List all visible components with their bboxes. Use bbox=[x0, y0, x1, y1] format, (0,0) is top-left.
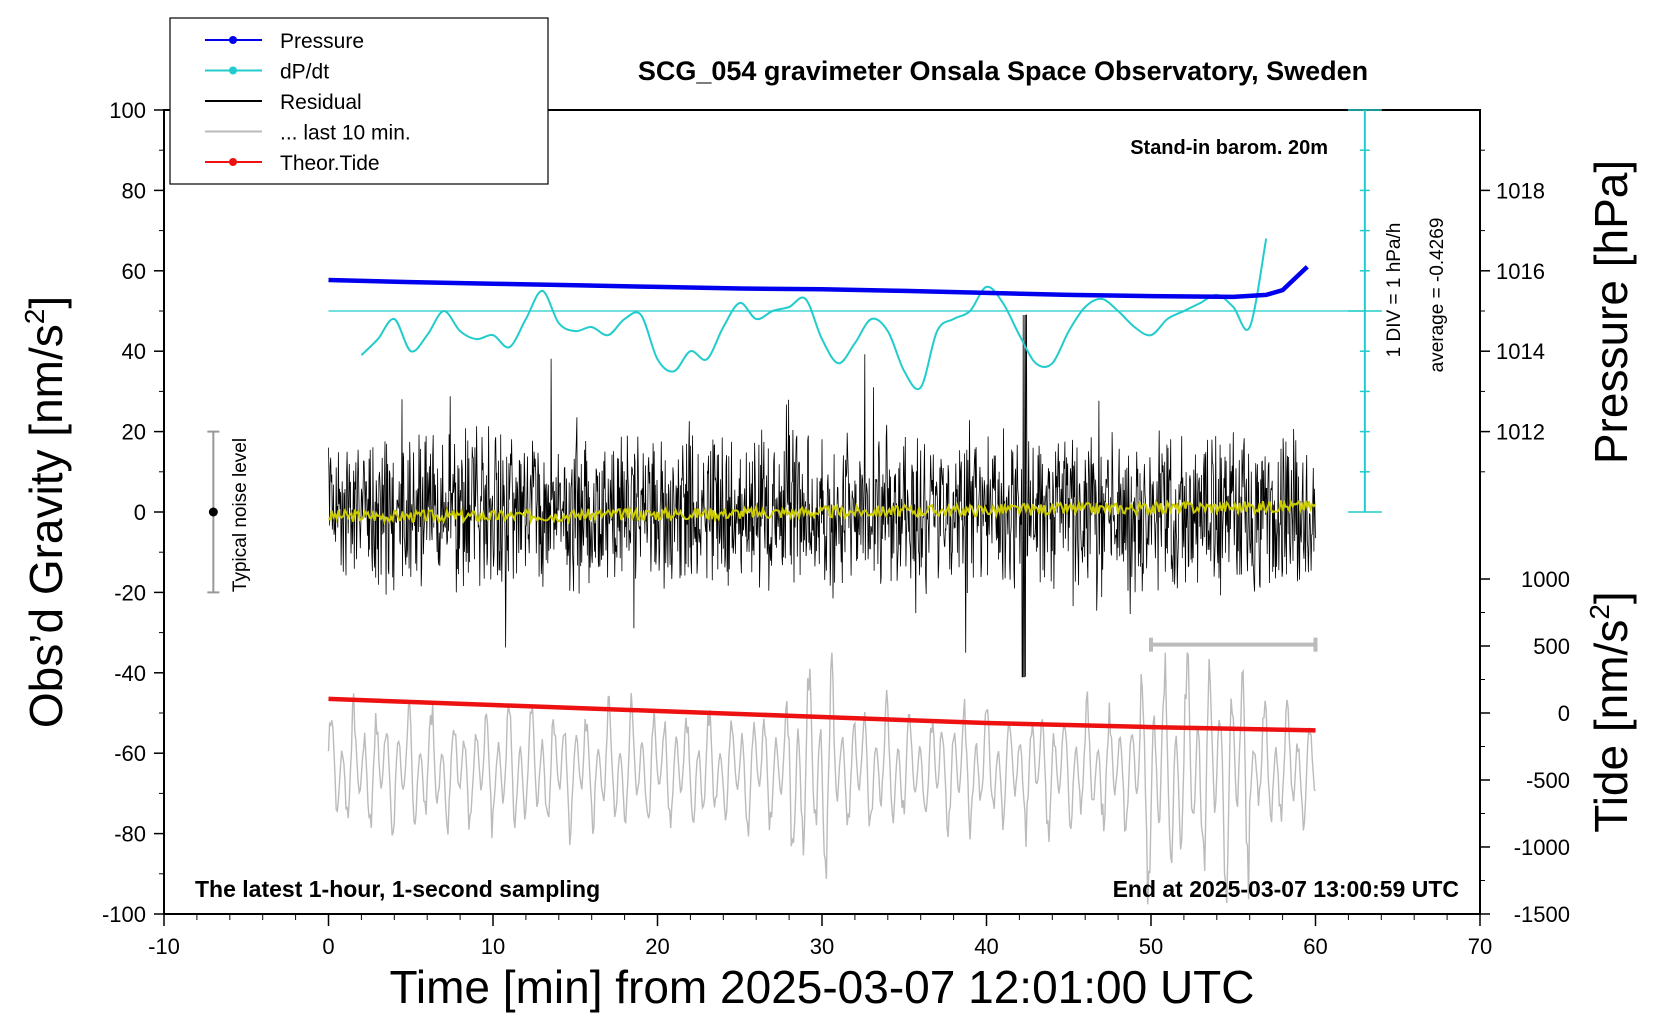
footer-left-note: The latest 1-hour, 1-second sampling bbox=[195, 876, 600, 902]
y-label-tide-superscript: 2 bbox=[1584, 604, 1615, 620]
residual-trend-line bbox=[327, 498, 1317, 526]
y-tick-label: 0 bbox=[134, 500, 146, 525]
pressure-tick-label: 1018 bbox=[1496, 178, 1545, 203]
pressure-line bbox=[328, 265, 1309, 300]
y-axis-label-left: Obs’d Gravity [nm/s2] bbox=[19, 296, 72, 728]
y-label-tide-text: Tide [nm/s bbox=[1585, 620, 1637, 833]
typical-noise-bar bbox=[207, 430, 220, 594]
legend-label: Pressure bbox=[280, 30, 364, 53]
y-tick-label: 40 bbox=[122, 339, 146, 364]
tide-tick-label: -500 bbox=[1526, 768, 1570, 793]
pressure-tick-label: 1014 bbox=[1496, 339, 1545, 364]
x-axis-label: Time [min] from 2025-03-07 12:01:00 UTC bbox=[390, 961, 1255, 1013]
residual-line bbox=[328, 314, 1316, 678]
legend-label: dP/dt bbox=[280, 61, 329, 84]
barometer-note: Stand-in barom. 20m bbox=[1130, 137, 1328, 159]
tide-line bbox=[328, 696, 1316, 733]
tide-axis-ticks: -1500 -1000 -500 0 500 1000 bbox=[1480, 567, 1570, 927]
legend: Pressure dP/dt Residual ... last 10 min. The… bbox=[169, 17, 549, 185]
y-tick-label: 60 bbox=[122, 259, 146, 284]
x-axis-ticks: -10 0 10 20 30 40 50 60 70 bbox=[148, 914, 1492, 959]
y-label-left-text: Obs’d Gravity [nm/s bbox=[20, 324, 72, 728]
tide-tick-label: -1500 bbox=[1514, 902, 1570, 927]
residual-trend-series bbox=[327, 498, 1317, 526]
chart-title: SCG_054 gravimeter Onsala Space Observat… bbox=[638, 56, 1368, 86]
legend-marker bbox=[229, 36, 237, 44]
y-tick-label: -100 bbox=[102, 902, 146, 927]
y-tick-label: 100 bbox=[109, 98, 146, 123]
y-label-left-superscript: 2 bbox=[19, 309, 50, 325]
dpdt-scale-bar bbox=[328, 109, 1382, 513]
residual-series bbox=[328, 314, 1316, 678]
theoretical-tide-series bbox=[328, 696, 1316, 733]
legend-label: Residual bbox=[280, 91, 362, 114]
tide-tick-label: 500 bbox=[1533, 634, 1570, 659]
pressure-axis-ticks: 1012 1014 1016 1018 bbox=[1480, 149, 1545, 473]
legend-marker bbox=[229, 66, 237, 75]
pressure-tick-label: 1016 bbox=[1496, 259, 1545, 284]
legend-label: Theor.Tide bbox=[280, 152, 380, 175]
dpdt-series bbox=[360, 238, 1268, 391]
y-axis-label-tide: Tide [nm/s2] bbox=[1584, 591, 1637, 832]
x-tick-label: 60 bbox=[1303, 934, 1327, 959]
x-tick-label: 10 bbox=[481, 934, 505, 959]
x-tick-label: 50 bbox=[1139, 934, 1163, 959]
x-tick-label: 20 bbox=[645, 934, 669, 959]
x-tick-label: 30 bbox=[810, 934, 834, 959]
x-tick-label: 0 bbox=[322, 934, 334, 959]
y-tick-label: -20 bbox=[114, 580, 146, 605]
last-10-min-marker bbox=[1149, 637, 1318, 652]
tide-tick-label: 1000 bbox=[1521, 567, 1570, 592]
y-tick-label: 80 bbox=[122, 178, 146, 203]
y-tick-label: -80 bbox=[114, 822, 146, 847]
last-10-min-line bbox=[327, 652, 1316, 905]
dpdt-line bbox=[360, 238, 1268, 391]
y-axis-label-pressure: Pressure [hPa] bbox=[1585, 160, 1637, 464]
legend-marker bbox=[229, 158, 237, 166]
noise-label: Typical noise level bbox=[230, 438, 251, 592]
y-tick-label: -60 bbox=[114, 741, 146, 766]
footer-right-note: End at 2025-03-07 13:00:59 UTC bbox=[1113, 876, 1459, 902]
x-tick-label: -10 bbox=[148, 934, 180, 959]
average-note: average = -0.4269 bbox=[1427, 218, 1448, 373]
y-label-tide-suffix: ] bbox=[1585, 591, 1637, 604]
y-tick-label: -40 bbox=[114, 661, 146, 686]
y-tick-label: 20 bbox=[122, 420, 146, 445]
tide-tick-label: -1000 bbox=[1514, 835, 1570, 860]
noise-bar-center-dot bbox=[208, 507, 218, 517]
y-label-left-suffix: ] bbox=[20, 296, 72, 309]
x-tick-label: 70 bbox=[1468, 934, 1492, 959]
pressure-tick-label: 1012 bbox=[1496, 420, 1545, 445]
div-scale-note: 1 DIV = 1 hPa/h bbox=[1384, 223, 1405, 358]
legend-label: ... last 10 min. bbox=[280, 122, 411, 145]
x-tick-label: 40 bbox=[974, 934, 998, 959]
pressure-series bbox=[328, 265, 1309, 300]
y-axis-ticks: -100 -80 -60 -40 -20 0 20 40 60 80 100 bbox=[102, 98, 164, 927]
tide-tick-label: 0 bbox=[1558, 701, 1570, 726]
last-10-min-series bbox=[327, 652, 1316, 905]
